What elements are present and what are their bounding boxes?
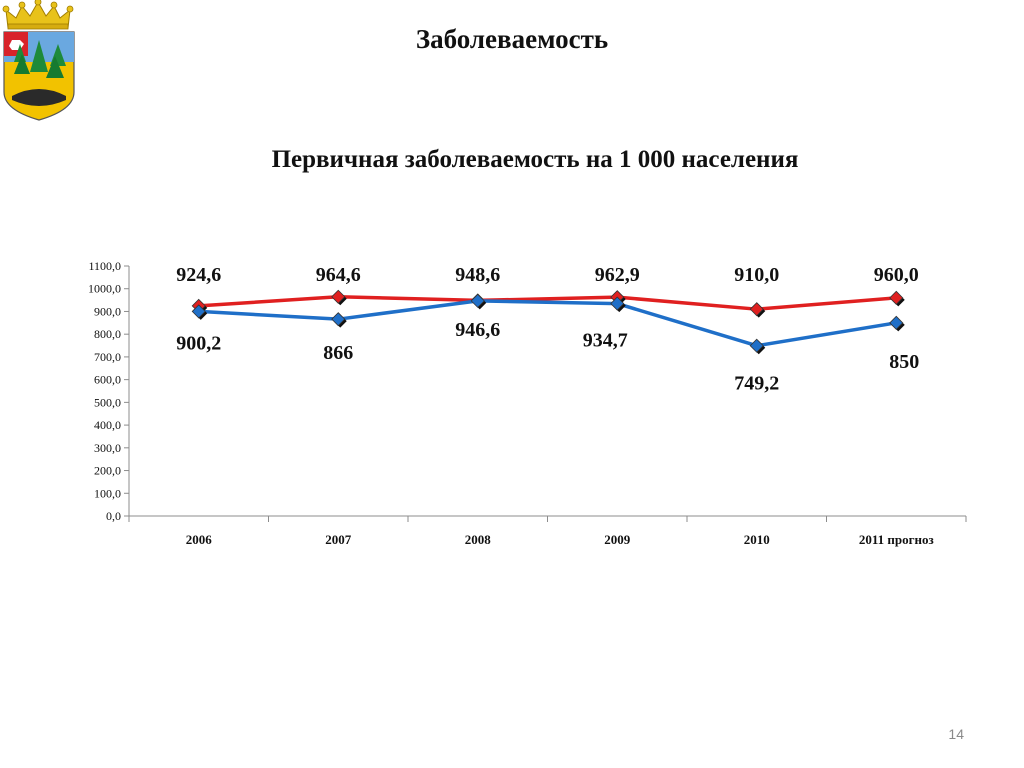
data-label: 900,2 [176, 332, 221, 354]
x-tick-label: 2011 прогноз [859, 532, 934, 547]
data-point [610, 296, 625, 311]
data-label: 866 [323, 342, 353, 364]
slide-title: Заболеваемость [415, 24, 609, 54]
y-tick-label: 1000,0 [88, 282, 121, 296]
crown-icon [2, 0, 74, 30]
data-label: 960,0 [874, 264, 919, 286]
y-tick-label: 100,0 [94, 486, 121, 500]
y-tick-label: 500,0 [94, 395, 121, 409]
x-tick-label: 2006 [186, 532, 213, 547]
data-point [749, 302, 764, 317]
data-point [331, 289, 346, 304]
y-tick-label: 1100,0 [88, 259, 121, 273]
data-point [889, 315, 904, 330]
data-point [749, 338, 764, 353]
y-tick-label: 200,0 [94, 464, 121, 478]
y-tick-label: 400,0 [94, 418, 121, 432]
shield-icon [3, 31, 75, 121]
data-point [331, 312, 346, 327]
y-tick-label: 600,0 [94, 373, 121, 387]
chart-title: Первичная заболеваемость на 1 000 населе… [271, 146, 799, 173]
x-tick-label: 2010 [744, 532, 770, 547]
series-line [198, 295, 897, 311]
chart-data-labels: 924,6 964,6 948,6 962,9 910,0 960,0 900,2 866 94… [176, 264, 919, 395]
data-point [470, 293, 485, 308]
x-tick-label: 2007 [325, 532, 352, 547]
data-label: 962,9 [595, 264, 640, 286]
data-label: 948,6 [455, 264, 500, 286]
y-tick-label: 0,0 [106, 509, 121, 523]
x-tick-label: 2008 [465, 532, 492, 547]
data-label: 749,2 [734, 373, 779, 395]
data-label: 934,7 [583, 330, 628, 352]
y-tick-label: 700,0 [94, 350, 121, 364]
x-tick-label: 2009 [604, 532, 631, 547]
y-tick-label: 800,0 [94, 327, 121, 341]
data-label: 924,6 [176, 264, 221, 286]
data-point [889, 290, 904, 305]
data-point [191, 304, 206, 319]
data-label: 850 [889, 351, 919, 373]
data-label: 946,6 [455, 319, 500, 341]
data-label: 910,0 [734, 264, 779, 286]
chart-axes: 0,0 100,0 200,0 300,0 400,0 500,0 600,0 700,0 80… [88, 259, 967, 547]
data-label: 964,6 [316, 264, 361, 286]
chart-series [191, 289, 905, 355]
page-number: 14 [948, 726, 964, 742]
series-line [198, 299, 897, 348]
coat-of-arms-emblem [2, 0, 75, 121]
y-tick-label: 300,0 [94, 441, 121, 455]
y-tick-label: 900,0 [94, 304, 121, 318]
